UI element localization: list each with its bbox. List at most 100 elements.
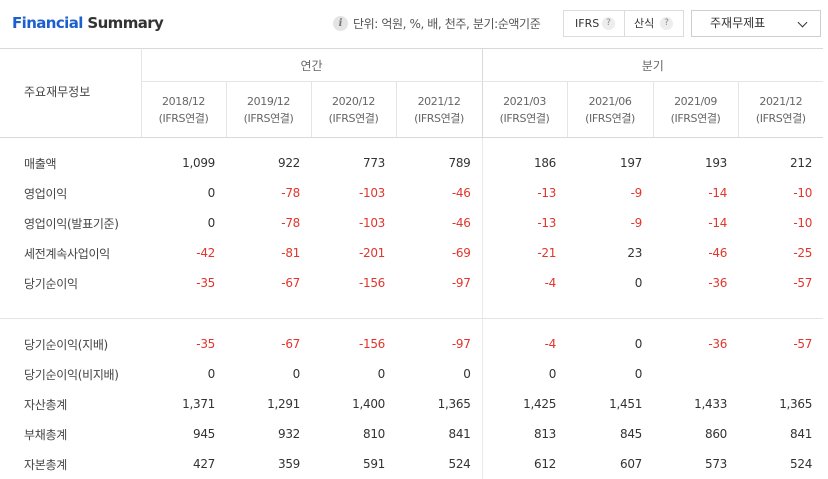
period-date: 2018/12 <box>142 93 226 110</box>
period-date: 2021/03 <box>483 93 567 110</box>
annual-group-header: 연간 <box>141 49 482 82</box>
value-cell: 1,425 <box>482 389 567 419</box>
value-cell: 922 <box>226 148 311 178</box>
value-cell: 524 <box>396 449 482 479</box>
value-cell: 1,365 <box>396 389 482 419</box>
value-cell: -13 <box>482 208 567 238</box>
value-cell: -35 <box>141 329 226 359</box>
title-part2: Summary <box>83 14 163 32</box>
value-cell: -13 <box>482 178 567 208</box>
spacer-cell <box>226 298 311 319</box>
row-label: 영업이익 <box>0 178 141 208</box>
value-cell: 932 <box>226 419 311 449</box>
value-cell: -67 <box>226 268 311 298</box>
spacer-cell <box>482 138 567 149</box>
value-cell: 186 <box>482 148 567 178</box>
spacer-cell <box>396 138 482 149</box>
value-cell: 860 <box>653 419 738 449</box>
value-cell: -21 <box>482 238 567 268</box>
row-label: 당기순이익(비지배) <box>0 359 141 389</box>
section-title: Financial Summary <box>12 14 163 32</box>
value-cell: 0 <box>567 329 653 359</box>
formula-option[interactable]: 산식 <box>634 11 654 36</box>
row-label: 당기순이익 <box>0 268 141 298</box>
spacer-cell <box>567 298 653 319</box>
period-basis: (IFRS연결) <box>227 110 311 127</box>
period-date: 2021/09 <box>654 93 738 110</box>
value-cell: -35 <box>141 268 226 298</box>
value-cell: 1,365 <box>738 389 823 419</box>
value-cell: -156 <box>311 329 396 359</box>
period-basis: (IFRS연결) <box>739 110 824 127</box>
period-header: 2021/12(IFRS연결) <box>396 82 482 138</box>
value-cell: 0 <box>567 268 653 298</box>
row-label: 자본총계 <box>0 449 141 479</box>
value-cell: -14 <box>653 208 738 238</box>
row-label: 당기순이익(지배) <box>0 329 141 359</box>
row-label: 세전계속사업이익 <box>0 238 141 268</box>
period-basis: (IFRS연결) <box>483 110 567 127</box>
spacer-cell <box>396 319 482 330</box>
value-cell: -25 <box>738 238 823 268</box>
spacer-cell <box>653 138 738 149</box>
period-basis: (IFRS연결) <box>397 110 482 127</box>
statement-type-select[interactable]: 주재무제표 <box>691 10 821 37</box>
quarterly-group-header: 분기 <box>482 49 823 82</box>
spacer-cell <box>0 138 141 149</box>
value-cell: 524 <box>738 449 823 479</box>
formula-help-icon[interactable]: ? <box>660 17 673 30</box>
value-cell: 197 <box>567 148 653 178</box>
spacer-cell <box>567 138 653 149</box>
period-basis: (IFRS연결) <box>142 110 226 127</box>
value-cell: -42 <box>141 238 226 268</box>
value-cell: -4 <box>482 329 567 359</box>
financial-table: 주요재무정보 연간 분기 2018/12(IFRS연결)2019/12(IFRS… <box>0 48 823 479</box>
select-value: 주재무제표 <box>710 11 765 36</box>
value-cell: 573 <box>653 449 738 479</box>
value-cell: 845 <box>567 419 653 449</box>
period-date: 2020/12 <box>312 93 396 110</box>
basis-toggle: IFRS ? 산식 ? <box>563 10 684 37</box>
value-cell: -97 <box>396 268 482 298</box>
spacer-row <box>0 319 823 330</box>
value-cell: 945 <box>141 419 226 449</box>
value-cell: -14 <box>653 178 738 208</box>
spacer-cell <box>0 319 141 330</box>
ifrs-option[interactable]: IFRS <box>575 11 599 36</box>
spacer-cell <box>226 319 311 330</box>
row-label: 부채총계 <box>0 419 141 449</box>
info-icon[interactable]: i <box>333 16 348 31</box>
period-date: 2019/12 <box>227 93 311 110</box>
value-cell: -156 <box>311 268 396 298</box>
title-part1: Financial <box>12 14 83 32</box>
value-cell: -69 <box>396 238 482 268</box>
financial-summary-header: Financial Summary i 단위: 억원, %, 배, 천주, 분기… <box>0 0 828 48</box>
value-cell: -9 <box>567 178 653 208</box>
value-cell: 1,400 <box>311 389 396 419</box>
value-cell: 427 <box>141 449 226 479</box>
period-header: 2021/09(IFRS연결) <box>653 82 738 138</box>
period-header: 2019/12(IFRS연결) <box>226 82 311 138</box>
chevron-down-icon <box>798 18 808 28</box>
value-cell: 0 <box>567 359 653 389</box>
group-header-row: 주요재무정보 연간 분기 <box>0 49 823 82</box>
value-cell: 1,371 <box>141 389 226 419</box>
value-cell: 810 <box>311 419 396 449</box>
value-cell: -36 <box>653 268 738 298</box>
value-cell: -201 <box>311 238 396 268</box>
spacer-cell <box>141 298 226 319</box>
divider <box>624 11 625 36</box>
spacer-cell <box>311 138 396 149</box>
period-date: 2021/12 <box>739 93 824 110</box>
unit-text: 단위: 억원, %, 배, 천주, 분기:순액기준 <box>353 15 540 32</box>
value-cell: 1,433 <box>653 389 738 419</box>
value-cell: -4 <box>482 268 567 298</box>
table-row: 영업이익(발표기준)0-78-103-46-13-9-14-10 <box>0 208 823 238</box>
ifrs-help-icon[interactable]: ? <box>602 17 615 30</box>
value-cell <box>738 359 823 389</box>
value-cell: -10 <box>738 178 823 208</box>
value-cell: 0 <box>396 359 482 389</box>
spacer-cell <box>567 319 653 330</box>
